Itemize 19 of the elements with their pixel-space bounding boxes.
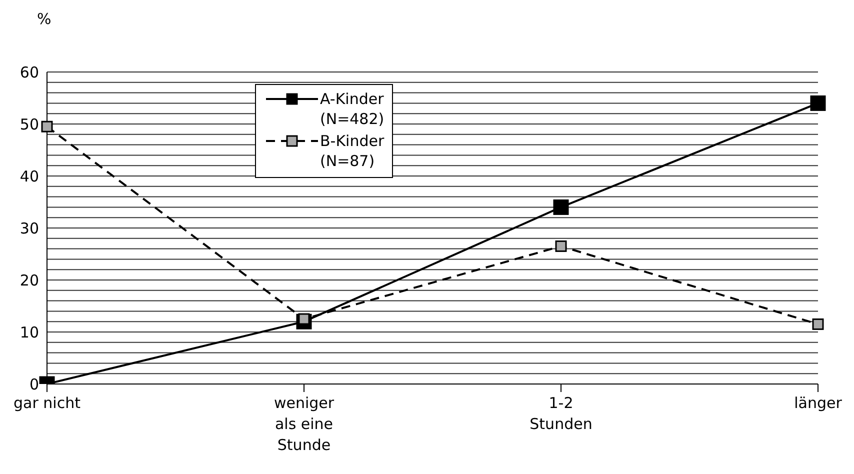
x-tick-label: gar nicht (14, 394, 81, 412)
point (553, 199, 569, 215)
point (41, 120, 53, 132)
y-tick-label: 40 (20, 167, 39, 186)
x-tick-label: länger (794, 394, 843, 412)
y-tick-label: 30 (20, 219, 39, 238)
y-axis-title: % (37, 10, 52, 28)
y-tick-label: 60 (20, 63, 39, 82)
y-tick-label: 20 (20, 271, 39, 290)
y-tick-label: 0 (29, 375, 39, 394)
point (812, 318, 824, 330)
y-tick-label: 10 (20, 323, 39, 342)
point (810, 95, 826, 111)
point (555, 240, 567, 252)
legend-label: A-Kinder (N=482) (320, 89, 384, 129)
x-tick-label: 1-2 Stunden (530, 394, 592, 433)
legend-label: B-Kinder (N=87) (320, 131, 384, 171)
y-tick-label: 50 (20, 115, 39, 134)
x-tick-label: weniger als eine Stunde (274, 394, 335, 454)
